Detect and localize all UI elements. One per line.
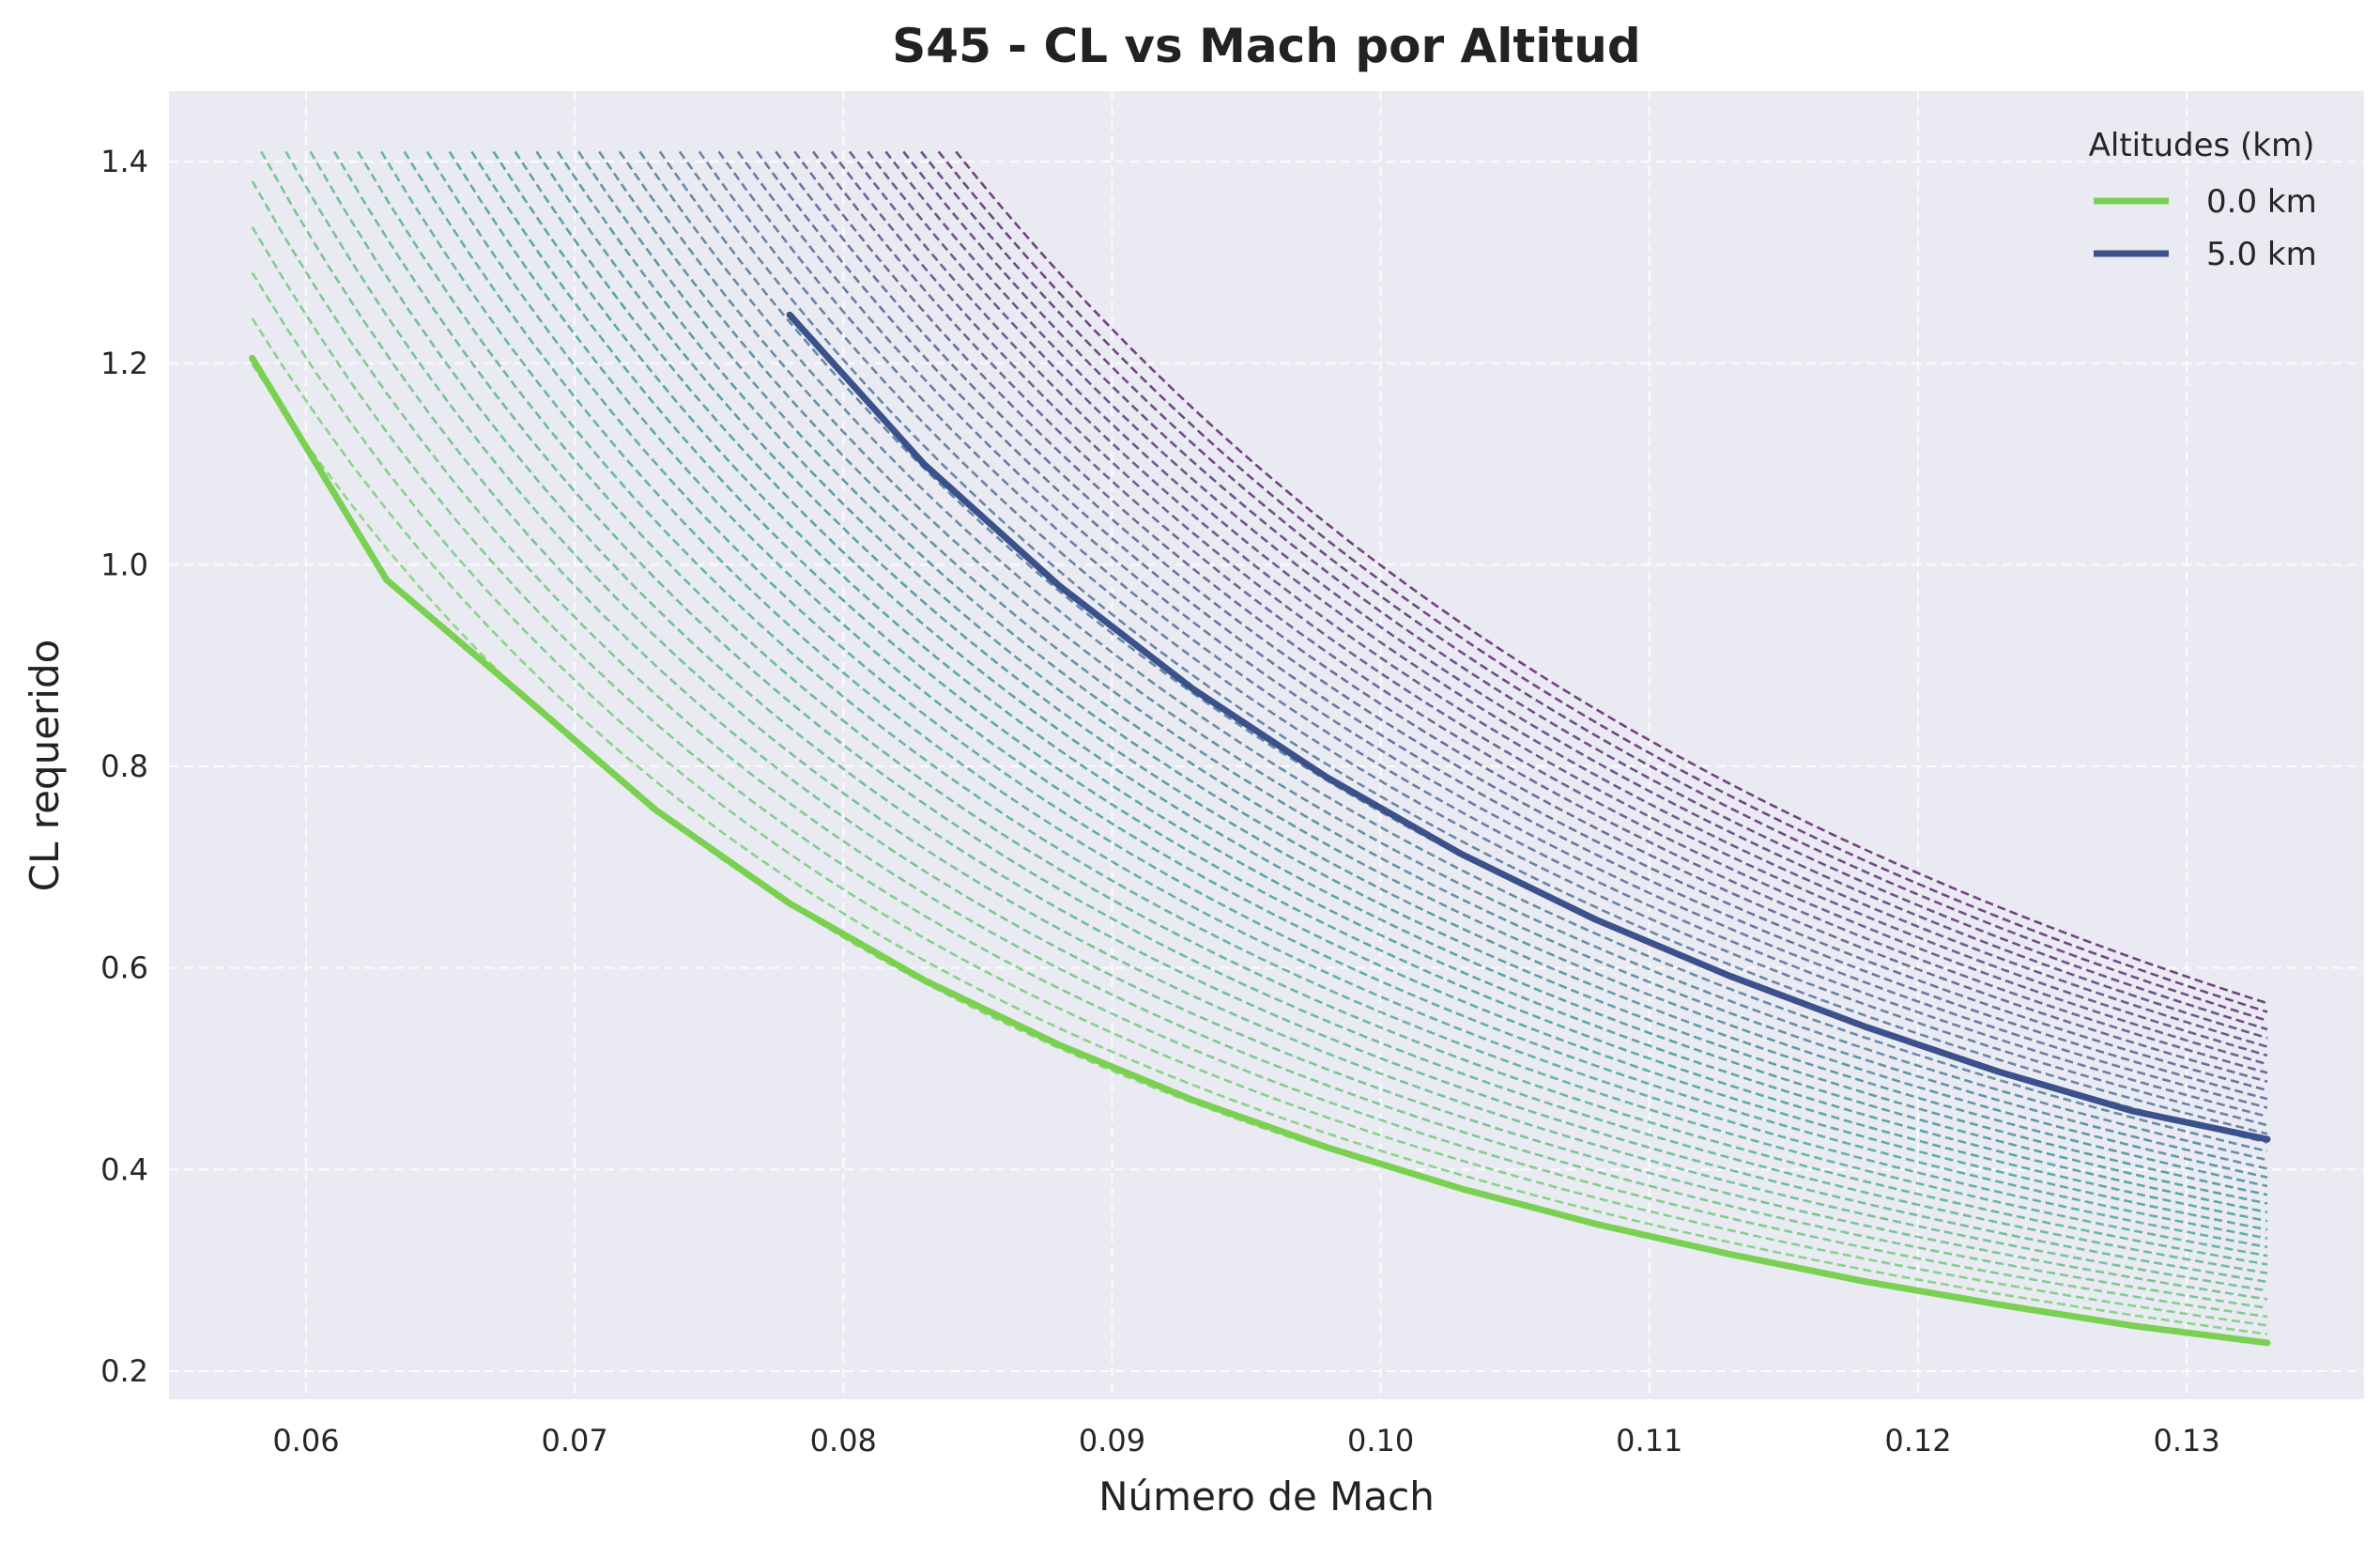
legend-title: Altitudes (km) xyxy=(2089,127,2315,164)
y-tick-label: 1.4 xyxy=(100,144,148,179)
altitude-curve-dashed xyxy=(448,150,2268,1231)
y-tick-labels: 0.2 0.4 0.6 0.8 1.0 1.2 1.4 xyxy=(100,144,148,1389)
x-tick-labels: 0.06 0.07 0.08 0.09 0.10 0.11 0.12 0.13 xyxy=(272,1423,2219,1458)
chart-title: S45 - CL vs Mach por Altitud xyxy=(892,19,1640,73)
altitude-curve-dashed xyxy=(598,150,2268,1170)
altitude-curve-dashed xyxy=(577,150,2268,1179)
x-tick-label: 0.06 xyxy=(272,1423,339,1458)
altitude-curve-dashed xyxy=(260,150,2268,1301)
altitude-curve-dashed xyxy=(470,150,2268,1223)
altitude-curve-dashed xyxy=(811,150,2268,1074)
y-tick-label: 1.0 xyxy=(100,547,148,582)
altitude-curve-dashed xyxy=(756,150,2268,1101)
plot-area xyxy=(169,91,2364,1399)
altitude-curve-dashed xyxy=(848,150,2268,1057)
x-tick-label: 0.10 xyxy=(1347,1423,1414,1458)
altitude-curve-dashed xyxy=(678,150,2268,1135)
y-tick-label: 1.2 xyxy=(100,346,148,381)
altitude-curve-dashed xyxy=(492,150,2268,1214)
altitude-curve-dashed xyxy=(251,180,2268,1310)
altitude-curve-dashed xyxy=(535,150,2268,1196)
altitude-curve-dashed xyxy=(425,150,2268,1240)
y-tick-label: 0.8 xyxy=(100,748,148,784)
x-tick-label: 0.09 xyxy=(1079,1423,1145,1458)
legend: Altitudes (km) 0.0 km 5.0 km xyxy=(2089,127,2317,273)
legend-entry-5km: 5.0 km xyxy=(2206,236,2317,273)
x-tick-label: 0.13 xyxy=(2154,1423,2220,1458)
altitude-curve-dashed xyxy=(251,226,2268,1319)
altitude-curve-dashed xyxy=(309,150,2268,1284)
altitude-curve-dashed xyxy=(830,150,2268,1066)
altitude-curve-dashed xyxy=(793,150,2268,1083)
altitude-curve-dashed xyxy=(736,150,2268,1109)
altitude-curve-dashed xyxy=(775,150,2268,1092)
altitude-curve-dashed xyxy=(556,150,2268,1188)
x-tick-label: 0.07 xyxy=(541,1423,607,1458)
altitude-curve-dashed xyxy=(618,150,2268,1162)
y-axis-label: CL requerido xyxy=(22,640,68,892)
altitude-curve-dashed xyxy=(403,150,2268,1249)
altitude-curve-dashed xyxy=(251,271,2268,1327)
x-axis-label: Número de Mach xyxy=(1098,1474,1435,1520)
y-tick-label: 0.2 xyxy=(100,1353,148,1389)
altitude-curve-dashed xyxy=(884,150,2268,1040)
altitude-curve-dashed xyxy=(698,150,2268,1127)
altitude-curve-dashed xyxy=(920,150,2268,1023)
x-tick-label: 0.12 xyxy=(1884,1423,1951,1458)
x-tick-label: 0.11 xyxy=(1616,1423,1682,1458)
grid-lines xyxy=(169,91,2364,1399)
altitude-curve-dashed xyxy=(638,150,2268,1153)
altitude-curve-dashed xyxy=(380,150,2268,1258)
altitude-curve-dashed xyxy=(867,150,2268,1048)
altitude-curve-dashed xyxy=(332,150,2268,1274)
altitude-curve-dashed xyxy=(514,150,2268,1205)
altitude-curve-dashed xyxy=(284,150,2268,1292)
dashed-altitude-curves xyxy=(251,150,2268,1345)
altitude-curve-dashed xyxy=(955,150,2268,1005)
altitude-curve-dashed xyxy=(357,150,2268,1266)
series-line-5km xyxy=(786,311,2271,1143)
altitude-curve-dashed xyxy=(902,150,2268,1031)
x-tick-label: 0.08 xyxy=(810,1423,877,1458)
altitude-curve-dashed xyxy=(717,150,2268,1119)
series-line-0km xyxy=(249,354,2271,1347)
altitude-curve-dashed xyxy=(251,317,2268,1335)
y-tick-label: 0.4 xyxy=(100,1151,148,1187)
legend-entry-0km: 0.0 km xyxy=(2206,183,2317,221)
altitude-curve-dashed xyxy=(937,150,2268,1013)
solid-series xyxy=(249,311,2271,1347)
y-tick-label: 0.6 xyxy=(100,950,148,986)
